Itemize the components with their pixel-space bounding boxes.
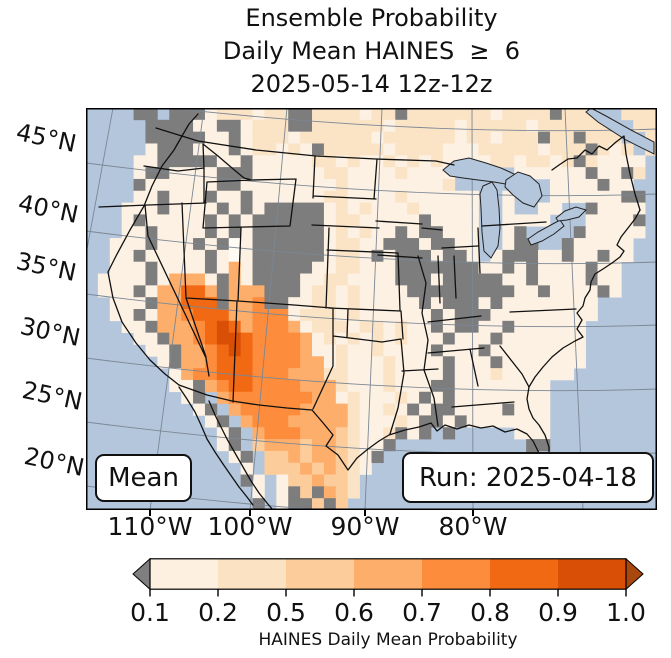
colorbar-under-arrow xyxy=(132,557,151,591)
run-date-label: Run: 2025-04-18 xyxy=(419,462,637,493)
colorbar-caption: HAINES Daily Mean Probability xyxy=(258,630,518,650)
colorbar-tick-0.7: 0.7 xyxy=(402,598,442,627)
x-tick-80w xyxy=(472,510,474,516)
lon-label-80w: 80°W xyxy=(438,512,508,541)
lat-label-25n: 25°N xyxy=(19,376,85,416)
x-tick-110w xyxy=(149,510,151,516)
lat-label-40n: 40°N xyxy=(15,189,81,229)
figure-title: Ensemble Probability Daily Mean HAINES ≥… xyxy=(86,2,657,101)
run-date-annotation-box: Run: 2025-04-18 xyxy=(402,452,654,503)
map-panel xyxy=(86,108,657,510)
title-line-3: 2025-05-14 12z-12z xyxy=(250,70,493,98)
x-tick-90w xyxy=(364,510,366,516)
lat-label-45n: 45°N xyxy=(13,118,79,158)
lon-label-90w: 90°W xyxy=(330,512,400,541)
title-line-1: Ensemble Probability xyxy=(245,4,498,32)
lon-label-110w: 110°W xyxy=(107,512,193,541)
colorbar-tick-1.0: 1.0 xyxy=(606,598,646,627)
colorbar-tick-labels: 0.1 0.2 0.5 0.6 0.7 0.8 0.9 1.0 xyxy=(130,598,646,628)
title-line-2: Daily Mean HAINES ≥ 6 xyxy=(222,37,521,65)
great-lakes xyxy=(442,108,655,259)
x-tick-100w xyxy=(249,510,251,516)
colorbar-tick-0.5: 0.5 xyxy=(266,598,306,627)
colorbar-tick-0.6: 0.6 xyxy=(334,598,374,627)
colorbar-tick-0.8: 0.8 xyxy=(470,598,510,627)
colorbar: 0.1 0.2 0.5 0.6 0.7 0.8 0.9 1.0 HAINES Daily Me… xyxy=(130,557,646,658)
us-probability-map xyxy=(86,108,657,510)
colorbar-tick-0.2: 0.2 xyxy=(198,598,238,627)
lat-label-30n: 30°N xyxy=(17,312,83,352)
lat-label-35n: 35°N xyxy=(13,247,79,287)
colorbar-bar xyxy=(132,557,644,597)
colorbar-tick-0.9: 0.9 xyxy=(538,598,578,627)
colorbar-over-arrow xyxy=(625,557,644,591)
colorbar-tick-0.1: 0.1 xyxy=(130,598,170,627)
mean-label: Mean xyxy=(108,463,179,493)
lon-label-100w: 100°W xyxy=(207,512,293,541)
lat-label-20n: 20°N xyxy=(21,442,87,482)
map-frame xyxy=(86,108,657,510)
mean-annotation-box: Mean xyxy=(95,454,192,502)
